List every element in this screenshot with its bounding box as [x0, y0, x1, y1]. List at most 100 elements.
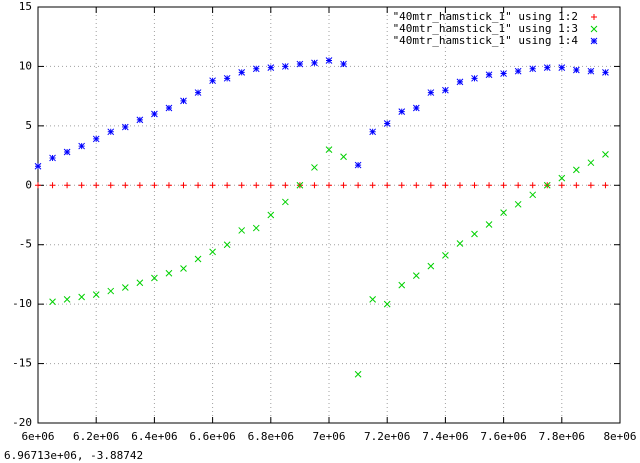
- point: [64, 182, 71, 189]
- point: [267, 182, 274, 189]
- point: [486, 182, 493, 189]
- point: [529, 191, 537, 199]
- y-tick-label: 15: [19, 0, 32, 13]
- y-tick-label: 5: [25, 119, 32, 132]
- point: [456, 240, 464, 247]
- x-tick-label: 7.4e+06: [422, 430, 468, 443]
- point: [412, 272, 420, 279]
- point: [165, 269, 173, 277]
- point: [311, 59, 318, 67]
- point: [151, 110, 158, 118]
- y-tick-label: -15: [12, 357, 32, 370]
- point: [587, 182, 594, 189]
- point: [529, 65, 537, 73]
- point: [558, 182, 565, 189]
- point: [78, 293, 86, 301]
- point: [558, 174, 566, 182]
- point: [34, 162, 42, 170]
- point: [500, 209, 507, 216]
- point: [456, 78, 464, 86]
- x-tick-label: 6.8e+06: [248, 430, 294, 443]
- point: [398, 182, 405, 189]
- point: [311, 182, 318, 189]
- point: [92, 291, 100, 298]
- x-tick-label: 8e+06: [603, 430, 636, 443]
- point: [311, 164, 318, 171]
- x-tick-label: 7.8e+06: [539, 430, 585, 443]
- point: [121, 284, 129, 291]
- point: [427, 89, 435, 96]
- point: [296, 60, 304, 68]
- point: [456, 182, 463, 189]
- point: [49, 182, 56, 189]
- point: [529, 182, 536, 189]
- legend-label: "40mtr_hamstick_1" using 1:3: [393, 22, 578, 35]
- point: [602, 151, 609, 158]
- point: [340, 60, 347, 68]
- point: [354, 161, 362, 169]
- point: [398, 108, 406, 115]
- point: [355, 182, 362, 189]
- x-tick-label: 6e+06: [21, 430, 54, 443]
- point: [252, 65, 260, 73]
- y-tick-label: -5: [19, 238, 32, 251]
- point: [326, 182, 332, 189]
- point: [35, 182, 41, 189]
- point: [413, 182, 420, 189]
- point: [107, 182, 114, 189]
- point: [194, 89, 202, 96]
- legend-marker: [591, 14, 597, 20]
- point: [340, 182, 347, 189]
- x-tick-label: 6.2e+06: [73, 430, 119, 443]
- point: [281, 63, 289, 70]
- point: [151, 182, 158, 189]
- point: [296, 181, 304, 189]
- point: [165, 182, 172, 189]
- point: [572, 66, 580, 74]
- point: [573, 182, 580, 189]
- point: [543, 64, 551, 71]
- point: [500, 70, 507, 77]
- point: [442, 182, 449, 189]
- point: [514, 67, 522, 75]
- point: [209, 248, 216, 256]
- point: [442, 86, 449, 94]
- legend-marker: [590, 37, 598, 45]
- x-tick-label: 7e+06: [312, 430, 345, 443]
- point: [543, 181, 551, 189]
- legend-label: "40mtr_hamstick_1" using 1:2: [393, 10, 578, 23]
- point: [471, 74, 478, 82]
- point: [195, 182, 202, 189]
- plot-border: [37, 6, 621, 424]
- point: [369, 128, 377, 136]
- point: [558, 64, 566, 71]
- point: [92, 135, 100, 143]
- point: [180, 182, 187, 189]
- point: [180, 97, 187, 105]
- status-bar: 6.96713e+06, -3.88742: [4, 449, 143, 462]
- point: [427, 182, 434, 189]
- point: [223, 241, 231, 249]
- y-tick-label: 0: [25, 178, 32, 191]
- point: [107, 287, 115, 295]
- point: [238, 69, 246, 76]
- point: [267, 211, 275, 219]
- point: [107, 128, 115, 136]
- x-tick-label: 6.6e+06: [189, 430, 235, 443]
- point: [515, 182, 522, 189]
- point: [282, 182, 289, 189]
- point: [471, 182, 478, 189]
- point: [485, 71, 493, 79]
- point: [49, 154, 56, 162]
- point: [369, 296, 377, 303]
- point: [383, 120, 391, 127]
- point: [471, 230, 478, 238]
- point: [267, 64, 275, 71]
- point: [572, 166, 580, 174]
- legend-marker: [590, 25, 598, 33]
- point: [253, 182, 260, 189]
- point: [602, 182, 609, 189]
- point: [325, 57, 333, 64]
- point: [122, 182, 129, 189]
